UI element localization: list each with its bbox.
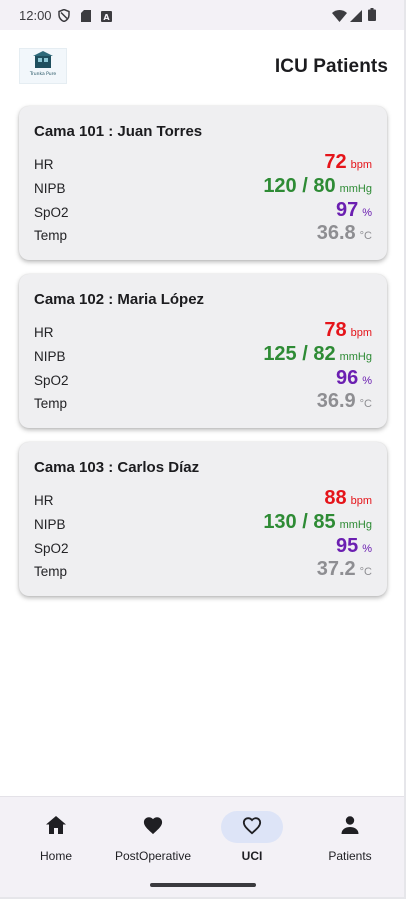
nipb-unit: mmHg	[339, 519, 372, 531]
nav-label: Patients	[328, 849, 372, 863]
patient-card[interactable]: Cama 102 : Maria López HR 78 bpm NIPB 125…	[19, 274, 387, 428]
nipb-number: 125 / 82	[263, 343, 336, 365]
vital-label: SpO2	[34, 541, 69, 556]
nav-pill-active	[221, 811, 283, 843]
nipb-value: 130 / 85 mmHg	[263, 511, 372, 534]
temp-value: 36.9 °C	[317, 390, 372, 413]
svg-text:A: A	[103, 13, 110, 22]
spo2-unit: %	[362, 543, 372, 555]
hr-unit: bpm	[350, 327, 372, 339]
vital-row-hr: HR 72 bpm	[34, 151, 372, 174]
page-title: ICU Patients	[274, 56, 388, 77]
vital-row-nipb: NIPB 125 / 82 mmHg	[34, 343, 372, 366]
vital-label: HR	[34, 157, 54, 172]
nav-item-postoperative[interactable]: PostOperative	[103, 811, 203, 863]
heart-outline-icon	[241, 815, 263, 840]
temp-value: 36.8 °C	[317, 222, 372, 245]
vital-row-nipb: NIPB 120 / 80 mmHg	[34, 175, 372, 198]
patient-card[interactable]: Cama 101 : Juan Torres HR 72 bpm NIPB 120…	[19, 106, 387, 260]
vital-label: Temp	[34, 396, 68, 411]
vital-row-hr: HR 78 bpm	[34, 319, 372, 342]
vital-label: HR	[34, 493, 54, 508]
hr-value: 78 bpm	[324, 319, 372, 342]
svg-text:Trunka Pure: Trunka Pure	[29, 71, 57, 77]
vital-row-spo2: SpO2 96%	[34, 367, 372, 390]
spo2-number: 95	[335, 535, 359, 557]
vital-label: HR	[34, 325, 54, 340]
patient-card[interactable]: Cama 103 : Carlos Díaz HR 88 bpm NIPB 130…	[19, 442, 387, 596]
nav-pill	[122, 811, 184, 843]
nav-label: Home	[39, 849, 72, 863]
home-icon	[45, 815, 67, 840]
hr-value: 88 bpm	[324, 487, 372, 510]
nav-label: PostOperative	[114, 849, 192, 863]
vital-label: NIPB	[34, 349, 66, 364]
vital-row-temp: Temp 37.2 °C	[34, 558, 372, 581]
nipb-unit: mmHg	[339, 351, 372, 363]
nav-pill	[25, 811, 87, 843]
vital-label: Temp	[34, 228, 68, 243]
spo2-value: 96%	[336, 367, 372, 390]
vital-row-nipb: NIPB 130 / 85 mmHg	[34, 511, 372, 534]
battery-icon	[368, 8, 376, 26]
spo2-unit: %	[362, 375, 372, 387]
vital-label: NIPB	[34, 517, 66, 532]
temp-unit: °C	[359, 566, 372, 578]
temp-number: 36.9	[316, 390, 356, 412]
vital-label: Temp	[34, 564, 68, 579]
person-icon	[340, 815, 360, 840]
spo2-value: 95%	[336, 535, 372, 558]
hr-number: 88	[324, 487, 347, 509]
vital-label: SpO2	[34, 205, 69, 220]
nipb-number: 130 / 85	[263, 511, 336, 533]
nav-item-home[interactable]: Home	[6, 811, 106, 863]
nav-item-uci[interactable]: UCI	[202, 811, 302, 863]
bottom-navigation: Home PostOperative UCI	[0, 796, 404, 897]
temp-number: 37.2	[316, 558, 356, 580]
nav-pill	[319, 811, 381, 843]
patient-card-title: Cama 101 : Juan Torres	[34, 123, 203, 140]
spo2-value: 97%	[336, 199, 372, 222]
nipb-value: 125 / 82 mmHg	[263, 343, 372, 366]
spo2-number: 97	[335, 199, 359, 221]
patient-card-title: Cama 102 : Maria López	[34, 291, 205, 308]
temp-unit: °C	[359, 398, 372, 410]
nipb-number: 120 / 80	[263, 175, 336, 197]
nav-label: UCI	[241, 849, 263, 863]
temp-unit: °C	[359, 230, 372, 242]
vital-row-temp: Temp 36.8 °C	[34, 222, 372, 245]
shield-icon	[58, 8, 70, 27]
spo2-unit: %	[362, 207, 372, 219]
patient-card-title: Cama 103 : Carlos Díaz	[34, 459, 200, 476]
gesture-home-indicator[interactable]	[150, 883, 256, 887]
hr-unit: bpm	[350, 495, 372, 507]
vital-label: SpO2	[34, 373, 69, 388]
hr-value: 72 bpm	[324, 151, 372, 174]
heart-filled-icon	[142, 815, 164, 840]
spo2-number: 96	[335, 367, 359, 389]
vital-row-spo2: SpO2 97%	[34, 199, 372, 222]
vital-row-temp: Temp 36.9 °C	[34, 390, 372, 413]
temp-number: 36.8	[316, 222, 356, 244]
status-bar: 12:00 A	[0, 0, 404, 30]
nipb-unit: mmHg	[339, 183, 372, 195]
vital-row-spo2: SpO2 95%	[34, 535, 372, 558]
status-time: 12:00	[19, 8, 52, 23]
app-header: Trunka Pure ICU Patients	[0, 30, 404, 105]
vital-label: NIPB	[34, 181, 66, 196]
nav-item-patients[interactable]: Patients	[300, 811, 400, 863]
sd-card-icon	[81, 9, 91, 27]
temp-value: 37.2 °C	[317, 558, 372, 581]
hr-number: 72	[324, 151, 347, 173]
hr-unit: bpm	[350, 159, 372, 171]
hr-number: 78	[324, 319, 347, 341]
hospital-logo: Trunka Pure	[19, 48, 67, 84]
cell-signal-icon	[350, 9, 362, 27]
text-a-icon: A	[101, 9, 112, 27]
wifi-icon	[332, 9, 347, 27]
nipb-value: 120 / 80 mmHg	[263, 175, 372, 198]
vital-row-hr: HR 88 bpm	[34, 487, 372, 510]
